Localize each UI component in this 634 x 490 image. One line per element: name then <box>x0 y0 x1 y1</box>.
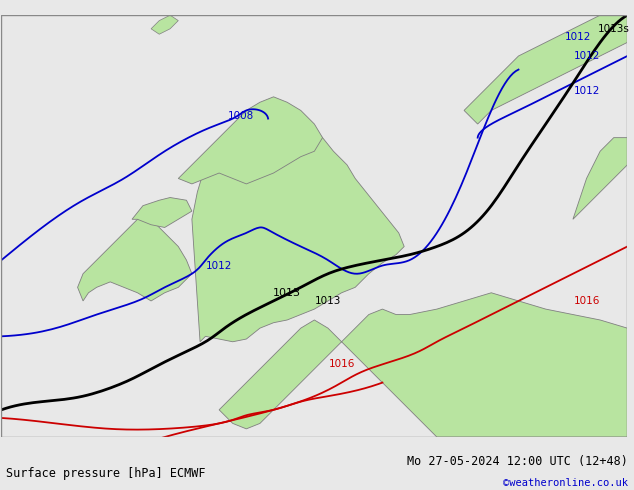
Polygon shape <box>573 138 628 220</box>
Polygon shape <box>178 97 323 184</box>
Text: 1016: 1016 <box>573 296 600 306</box>
Text: 1012: 1012 <box>573 51 600 61</box>
Text: 1013: 1013 <box>273 288 301 298</box>
Text: Mo 27-05-2024 12:00 UTC (12+48): Mo 27-05-2024 12:00 UTC (12+48) <box>407 455 628 468</box>
Polygon shape <box>464 15 628 124</box>
Text: 1012: 1012 <box>206 261 232 270</box>
Polygon shape <box>132 197 192 227</box>
Text: 1013s: 1013s <box>598 24 630 34</box>
Polygon shape <box>219 293 628 437</box>
Text: 1008: 1008 <box>228 111 254 121</box>
Text: Surface pressure [hPa] ECMWF: Surface pressure [hPa] ECMWF <box>6 467 206 480</box>
Text: 1012: 1012 <box>565 32 592 42</box>
Text: 1013: 1013 <box>314 296 340 306</box>
Text: ©weatheronline.co.uk: ©weatheronline.co.uk <box>503 478 628 488</box>
Polygon shape <box>151 15 178 34</box>
Text: 1012: 1012 <box>573 86 600 97</box>
Polygon shape <box>77 220 192 301</box>
Text: 1016: 1016 <box>328 359 355 368</box>
Polygon shape <box>192 108 404 342</box>
